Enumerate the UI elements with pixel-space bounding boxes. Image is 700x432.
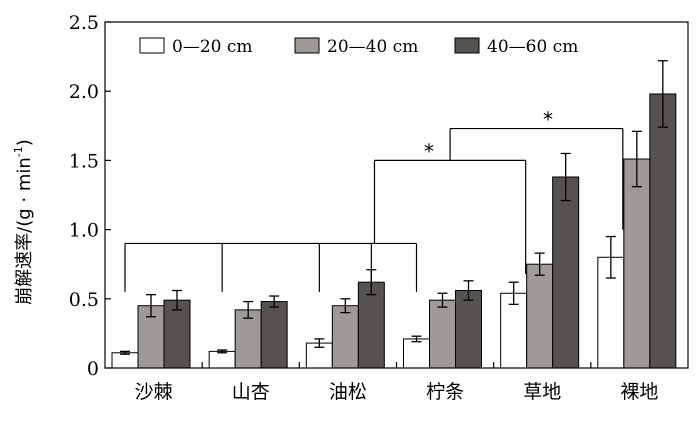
category-label-2: 山杏: [232, 381, 270, 403]
legend-label-2: 20—40 cm: [327, 37, 418, 57]
bar-2-3: [331, 305, 359, 369]
significance-star-1: *: [424, 139, 434, 163]
category-label-3: 油松: [329, 381, 367, 403]
bar-1-4: [403, 338, 430, 369]
bar-1-1: [111, 352, 139, 369]
y-tick-label-6: 2.5: [69, 12, 99, 34]
y-tick-label-4: 1.5: [69, 150, 99, 172]
bars-layer: [111, 60, 677, 369]
bar-2-6: [623, 158, 651, 369]
bar-3-4: [455, 289, 482, 369]
legend-swatch-2: [294, 37, 320, 54]
bar-3-3: [357, 281, 385, 369]
legend-label-3: 40—60 cm: [487, 37, 578, 57]
y-tick-label-3: 1.0: [69, 220, 99, 242]
bar-2-2: [234, 309, 262, 369]
category-label-5: 草地: [523, 381, 561, 403]
y-axis-label-superscript: -1: [12, 146, 25, 157]
legend-swatch-1: [139, 37, 165, 54]
y-tick-label-1: 0: [87, 358, 99, 380]
bar-3-1: [163, 299, 191, 369]
y-tick-label-2: 0.5: [69, 289, 99, 311]
legend-label-1: 0—20 cm: [172, 37, 253, 57]
bar-2-4: [429, 299, 456, 369]
y-axis-label-text: 崩解速率/(g · min: [14, 157, 35, 305]
legend-swatch-3: [454, 37, 480, 54]
category-label-6: 裸地: [620, 381, 658, 403]
y-axis-label: 崩解速率/(g · min-1): [12, 139, 35, 305]
bar-2-5: [526, 263, 554, 369]
legend: 0—20 cm 20—40 cm 40—60 cm: [139, 37, 578, 57]
axes: 0 0.5 1.0 1.5 2.0 2.5 沙棘 山杏 油松 柠条 草地 裸地: [69, 12, 689, 403]
significance-brackets: **: [124, 108, 624, 292]
y-axis-label-close: ): [14, 139, 35, 146]
y-tick-label-5: 2.0: [69, 81, 99, 103]
bar-3-2: [260, 301, 288, 369]
bar-3-6: [649, 93, 677, 369]
bar-1-2: [208, 350, 236, 369]
significance-star-2: *: [543, 108, 553, 132]
bar-3-5: [552, 176, 580, 369]
category-label-1: 沙棘: [135, 381, 173, 403]
category-label-4: 柠条: [426, 381, 464, 403]
